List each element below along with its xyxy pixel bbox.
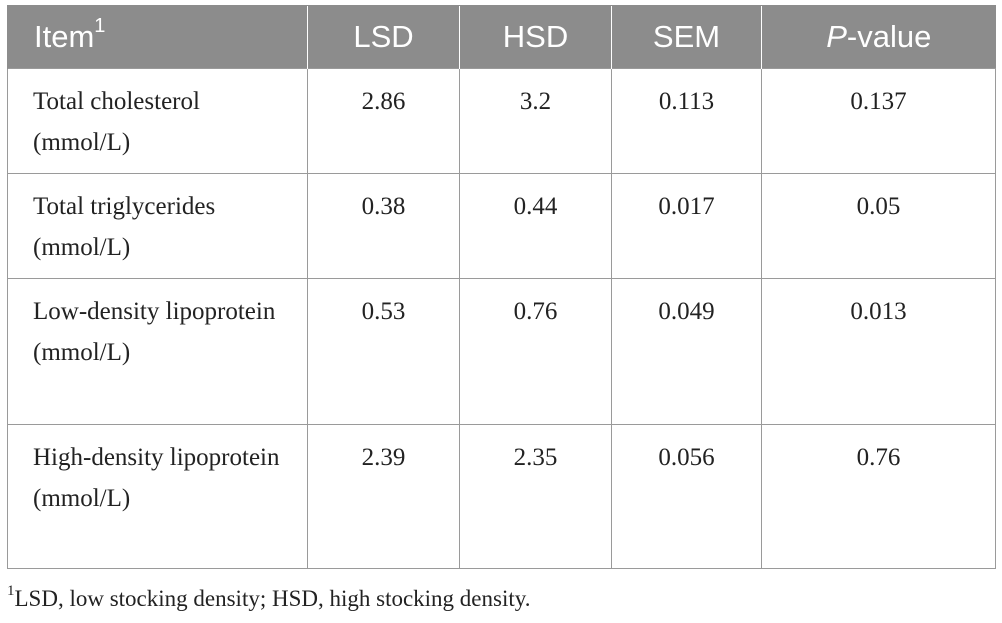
header-item: Item1 — [7, 5, 308, 69]
cell-sem: 0.113 — [611, 68, 762, 174]
cell-lsd: 2.86 — [307, 68, 460, 174]
cell-lsd: 0.53 — [307, 278, 460, 425]
data-table-container: Item1 LSD HSD SEM P-value Total choleste… — [7, 5, 996, 569]
footnote-text: LSD, low stocking density; HSD, high sto… — [14, 586, 531, 611]
cell-sem: 0.017 — [611, 173, 762, 279]
cell-item: High-density lipoprotein (mmol/L) — [7, 424, 308, 569]
cell-sem: 0.049 — [611, 278, 762, 425]
header-p-italic: P — [826, 19, 847, 54]
table-footnote: 1LSD, low stocking density; HSD, high st… — [7, 583, 531, 612]
header-hsd: HSD — [459, 5, 612, 69]
header-sem: SEM — [611, 5, 762, 69]
cell-lsd: 0.38 — [307, 173, 460, 279]
cell-hsd: 2.35 — [459, 424, 612, 569]
footnote-marker: 1 — [7, 583, 15, 600]
cell-p-value: 0.137 — [761, 68, 996, 174]
data-table: Item1 LSD HSD SEM P-value Total choleste… — [7, 5, 996, 569]
cell-hsd: 0.44 — [459, 173, 612, 279]
header-p-rest: -value — [846, 19, 932, 54]
item-label: Total cholesterol (mmol/L) — [33, 88, 200, 156]
cell-p-value: 0.76 — [761, 424, 996, 569]
item-label: Total triglycerides (mmol/L) — [33, 193, 216, 261]
cell-hsd: 3.2 — [459, 68, 612, 174]
table-row: High-density lipoprotein (mmol/L) 2.39 2… — [7, 424, 996, 569]
table-row: Total triglycerides (mmol/L) 0.38 0.44 0… — [7, 173, 996, 279]
header-p-value: P-value — [761, 5, 996, 69]
cell-hsd: 0.76 — [459, 278, 612, 425]
header-item-footnote-marker: 1 — [94, 14, 106, 37]
cell-sem: 0.056 — [611, 424, 762, 569]
cell-lsd: 2.39 — [307, 424, 460, 569]
cell-item: Low-density lipoprotein (mmol/L) — [7, 278, 308, 425]
header-lsd: LSD — [307, 5, 460, 69]
item-label: Low-density lipoprotein (mmol/L) — [33, 298, 276, 366]
table-row: Total cholesterol (mmol/L) 2.86 3.2 0.11… — [7, 68, 996, 174]
cell-p-value: 0.05 — [761, 173, 996, 279]
header-item-label: Item — [34, 19, 95, 54]
item-label: High-density lipoprotein (mmol/L) — [33, 444, 280, 512]
table-row: Low-density lipoprotein (mmol/L) 0.53 0.… — [7, 278, 996, 425]
cell-item: Total triglycerides (mmol/L) — [7, 173, 308, 279]
cell-item: Total cholesterol (mmol/L) — [7, 68, 308, 174]
cell-p-value: 0.013 — [761, 278, 996, 425]
table-header-row: Item1 LSD HSD SEM P-value — [7, 5, 996, 69]
